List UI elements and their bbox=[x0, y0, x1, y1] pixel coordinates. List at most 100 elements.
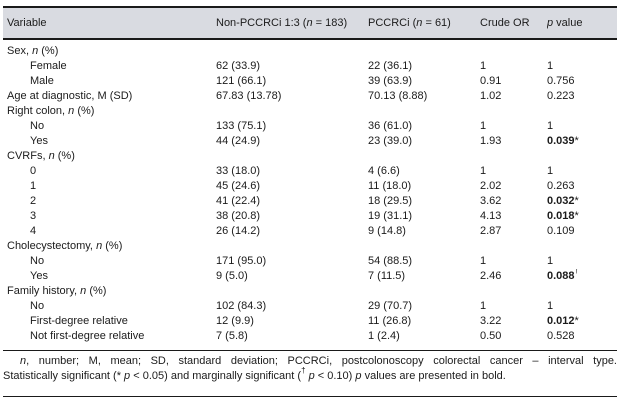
cell-non-pccrci: 67.83 (13.78) bbox=[216, 90, 282, 102]
table-header-row: Variable Non-PCCRCi 1:3 (n = 183) PCCRCi… bbox=[3, 8, 617, 38]
cell-crude-or: 1 bbox=[480, 120, 487, 132]
row-label: 1 bbox=[30, 180, 37, 192]
cell-pccrci: 23 (39.0) bbox=[368, 135, 413, 147]
table-bottom-rule bbox=[3, 396, 617, 398]
cell-pccrci: 9 (14.8) bbox=[368, 225, 406, 237]
cell-p-value: 0.109 bbox=[547, 225, 575, 237]
row-label: 0 bbox=[30, 165, 37, 177]
cell-crude-or: 4.13 bbox=[480, 210, 502, 222]
cell-non-pccrci: 26 (14.2) bbox=[216, 225, 261, 237]
table-row: Not first-degree relative 7 (5.8) 1 (2.4) 0… bbox=[3, 329, 617, 344]
cell-p-value: 0.528 bbox=[547, 330, 575, 342]
row-label: No bbox=[30, 300, 45, 312]
cell-p-value: 1 bbox=[547, 60, 554, 72]
table-row: Cholecystectomy, n (%) bbox=[3, 239, 617, 254]
cell-p-value: 0.756 bbox=[547, 75, 575, 87]
cell-non-pccrci: 62 (33.9) bbox=[216, 60, 261, 72]
column-header-variable: Variable bbox=[7, 17, 47, 29]
table-row: First-degree relative 12 (9.9) 11 (26.8) 3.… bbox=[3, 314, 617, 329]
table-row: Right colon, n (%) bbox=[3, 104, 617, 119]
table-row: No 133 (75.1) 36 (61.0) 1 1 bbox=[3, 119, 617, 134]
cell-non-pccrci: 44 (24.9) bbox=[216, 135, 261, 147]
table-row: 4 26 (14.2) 9 (14.8) 2.87 0.109 bbox=[3, 224, 617, 239]
cell-non-pccrci: 12 (9.9) bbox=[216, 315, 254, 327]
cell-non-pccrci: 45 (24.6) bbox=[216, 180, 261, 192]
column-header-crude-or: Crude OR bbox=[480, 17, 530, 29]
cell-p-value: 0.088† bbox=[547, 269, 579, 282]
cell-pccrci: 1 (2.4) bbox=[368, 330, 400, 342]
cell-non-pccrci: 41 (22.4) bbox=[216, 195, 261, 207]
cell-non-pccrci: 38 (20.8) bbox=[216, 210, 261, 222]
cell-crude-or: 2.87 bbox=[480, 225, 502, 237]
cell-p-value: 1 bbox=[547, 165, 554, 177]
footnote-significance-line: Statistically significant (* p < 0.05) a… bbox=[3, 366, 506, 382]
cell-non-pccrci bbox=[216, 239, 368, 254]
cell-crude-or: 1 bbox=[480, 255, 487, 267]
cell-crude-or: 2.02 bbox=[480, 180, 502, 192]
cell-crude-or bbox=[480, 44, 547, 59]
table-row: 3 38 (20.8) 19 (31.1) 4.13 0.018* bbox=[3, 209, 617, 224]
cell-non-pccrci: 133 (75.1) bbox=[216, 120, 267, 132]
table-row: No 102 (84.3) 29 (70.7) 1 1 bbox=[3, 299, 617, 314]
table-row: Family history, n (%) bbox=[3, 284, 617, 299]
row-label: 3 bbox=[30, 210, 37, 222]
row-label: 2 bbox=[30, 195, 37, 207]
table-row: Female 62 (33.9) 22 (36.1) 1 1 bbox=[3, 59, 617, 74]
cell-pccrci: 4 (6.6) bbox=[368, 165, 400, 177]
cell-pccrci bbox=[368, 104, 480, 119]
cell-non-pccrci bbox=[216, 149, 368, 164]
table-row: 1 45 (24.6) 11 (18.0) 2.02 0.263 bbox=[3, 179, 617, 194]
row-label: Not first-degree relative bbox=[30, 330, 145, 342]
cell-crude-or: 1 bbox=[480, 60, 487, 72]
cell-non-pccrci: 121 (66.1) bbox=[216, 75, 267, 87]
table-footnote: n, number; M, mean; SD, standard deviati… bbox=[3, 354, 617, 384]
cell-p-value: 0.012* bbox=[547, 315, 579, 327]
cell-p-value bbox=[547, 104, 617, 119]
cell-p-value bbox=[547, 239, 617, 254]
cell-crude-or: 0.91 bbox=[480, 75, 502, 87]
table-row: Age at diagnostic, M (SD) 67.83 (13.78) 70… bbox=[3, 89, 617, 104]
table-row: No 171 (95.0) 54 (88.5) 1 1 bbox=[3, 254, 617, 269]
cell-p-value: 0.018* bbox=[547, 210, 579, 222]
column-header-pccrci: PCCRCi (n = 61) bbox=[368, 17, 451, 29]
row-label: Yes bbox=[30, 270, 48, 282]
cell-pccrci: 39 (63.9) bbox=[368, 75, 413, 87]
cell-p-value: 0.263 bbox=[547, 180, 575, 192]
cell-crude-or bbox=[480, 284, 547, 299]
table-footnote-top-rule bbox=[3, 350, 617, 352]
cell-pccrci: 29 (70.7) bbox=[368, 300, 413, 312]
cell-p-value: 1 bbox=[547, 120, 554, 132]
cell-pccrci: 54 (88.5) bbox=[368, 255, 413, 267]
cell-non-pccrci: 9 (5.0) bbox=[216, 270, 248, 282]
cell-p-value bbox=[547, 44, 617, 59]
cell-p-value: 0.039* bbox=[547, 135, 579, 147]
cell-non-pccrci bbox=[216, 284, 368, 299]
row-label: Male bbox=[30, 75, 54, 87]
cell-crude-or: 1 bbox=[480, 300, 487, 312]
cell-pccrci bbox=[368, 44, 480, 59]
cell-pccrci: 36 (61.0) bbox=[368, 120, 413, 132]
cell-p-value bbox=[547, 149, 617, 164]
cell-p-value bbox=[547, 284, 617, 299]
row-label: First-degree relative bbox=[30, 315, 128, 327]
cell-crude-or: 0.50 bbox=[480, 330, 502, 342]
row-label: Female bbox=[30, 60, 67, 72]
table-body: Sex, n (%) Female 62 (33.9) 22 (36.1) 1 1 Male… bbox=[3, 44, 617, 344]
row-label: 4 bbox=[30, 225, 37, 237]
row-label: Family history, n (%) bbox=[7, 285, 107, 297]
cell-p-value: 1 bbox=[547, 300, 554, 312]
cell-pccrci bbox=[368, 284, 480, 299]
cell-pccrci: 70.13 (8.88) bbox=[368, 90, 428, 102]
table-row: 2 41 (22.4) 18 (29.5) 3.62 0.032* bbox=[3, 194, 617, 209]
table-header-bottom-rule bbox=[3, 38, 617, 40]
cell-non-pccrci: 102 (84.3) bbox=[216, 300, 267, 312]
cell-crude-or: 1.02 bbox=[480, 90, 502, 102]
cell-pccrci: 11 (18.0) bbox=[368, 180, 412, 192]
table-row: CVRFs, n (%) bbox=[3, 149, 617, 164]
cell-crude-or: 1.93 bbox=[480, 135, 502, 147]
column-header-non-pccrci: Non-PCCRCi 1:3 (n = 183) bbox=[216, 17, 348, 29]
cell-non-pccrci bbox=[216, 104, 368, 119]
cell-pccrci: 22 (36.1) bbox=[368, 60, 413, 72]
cell-crude-or: 3.22 bbox=[480, 315, 502, 327]
